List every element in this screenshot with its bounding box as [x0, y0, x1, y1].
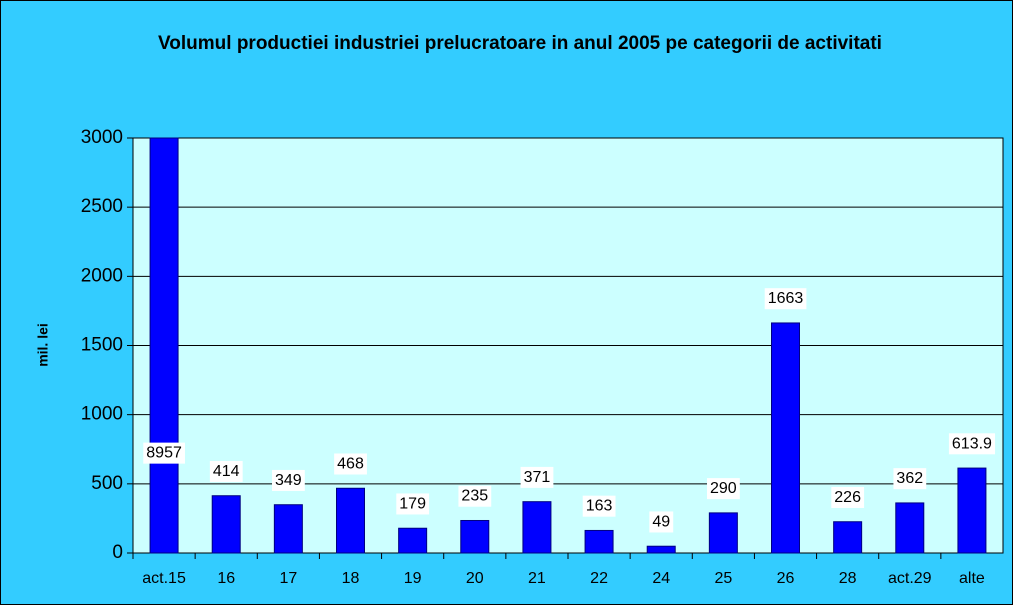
bar: [149, 137, 179, 554]
x-tick-label: 26: [777, 570, 795, 587]
data-label-background: [458, 485, 492, 507]
data-label: 349: [275, 472, 302, 489]
bar: [895, 502, 925, 554]
x-tick-label: 18: [342, 570, 360, 587]
data-label-background: [707, 478, 740, 500]
data-label-background: [209, 460, 243, 482]
x-tick-label: alte: [959, 570, 985, 587]
bar: [211, 495, 241, 554]
x-tick-label: 24: [652, 570, 670, 587]
data-label-background: [272, 469, 305, 491]
data-label-background: [649, 511, 674, 533]
x-tick-label: 21: [528, 570, 546, 587]
data-label-background: [831, 486, 865, 508]
data-label: 414: [213, 463, 240, 480]
y-tick-label: 1500: [81, 335, 123, 356]
bar: [771, 322, 800, 554]
data-label: 613.9: [952, 435, 992, 452]
bar: [336, 487, 365, 554]
data-label: 8957: [146, 445, 182, 462]
data-label: 362: [896, 470, 923, 487]
y-tick-label: 1000: [81, 404, 123, 425]
data-label-background: [582, 495, 616, 517]
x-tick-label: 22: [590, 570, 608, 587]
bar: [833, 521, 863, 554]
bar: [646, 545, 676, 554]
x-tick-label: 19: [404, 570, 422, 587]
data-label: 468: [337, 455, 364, 472]
y-tick-label: 2500: [81, 196, 123, 217]
bar: [398, 527, 428, 554]
data-label-background: [396, 493, 430, 515]
data-label-background: [520, 466, 554, 488]
data-label: 226: [834, 489, 861, 506]
x-tick-label: 28: [839, 570, 857, 587]
data-label-background: [948, 433, 996, 455]
data-label: 49: [652, 513, 670, 530]
x-tick-label: 20: [466, 570, 484, 587]
data-label: 1663: [768, 290, 804, 307]
bar: [460, 519, 490, 554]
x-tick-label: act.15: [142, 570, 186, 587]
bar: [522, 501, 552, 554]
data-label-background: [893, 468, 927, 490]
x-tick-label: 17: [279, 570, 297, 587]
data-label-background: [143, 442, 185, 464]
bar: [273, 504, 303, 554]
y-tick-label: 500: [91, 473, 123, 494]
data-label-background: [764, 288, 807, 310]
y-tick-label: 2000: [81, 265, 123, 286]
y-axis-label: mil. lei: [35, 323, 51, 367]
chart-title: Volumul productiei industriei prelucrato…: [158, 33, 882, 54]
bar: [708, 512, 738, 554]
data-label: 290: [710, 480, 737, 497]
y-tick-label: 3000: [81, 127, 123, 148]
bar: [584, 529, 614, 554]
data-label-background: [334, 453, 367, 475]
x-tick-label: 16: [217, 570, 235, 587]
y-tick-label: 0: [112, 542, 123, 563]
data-label: 235: [461, 488, 488, 505]
bar: [957, 467, 987, 554]
x-tick-label: 25: [714, 570, 732, 587]
data-label: 179: [399, 495, 426, 512]
data-label: 163: [586, 498, 613, 515]
x-tick-label: act.29: [888, 570, 932, 587]
data-label: 371: [524, 469, 551, 486]
